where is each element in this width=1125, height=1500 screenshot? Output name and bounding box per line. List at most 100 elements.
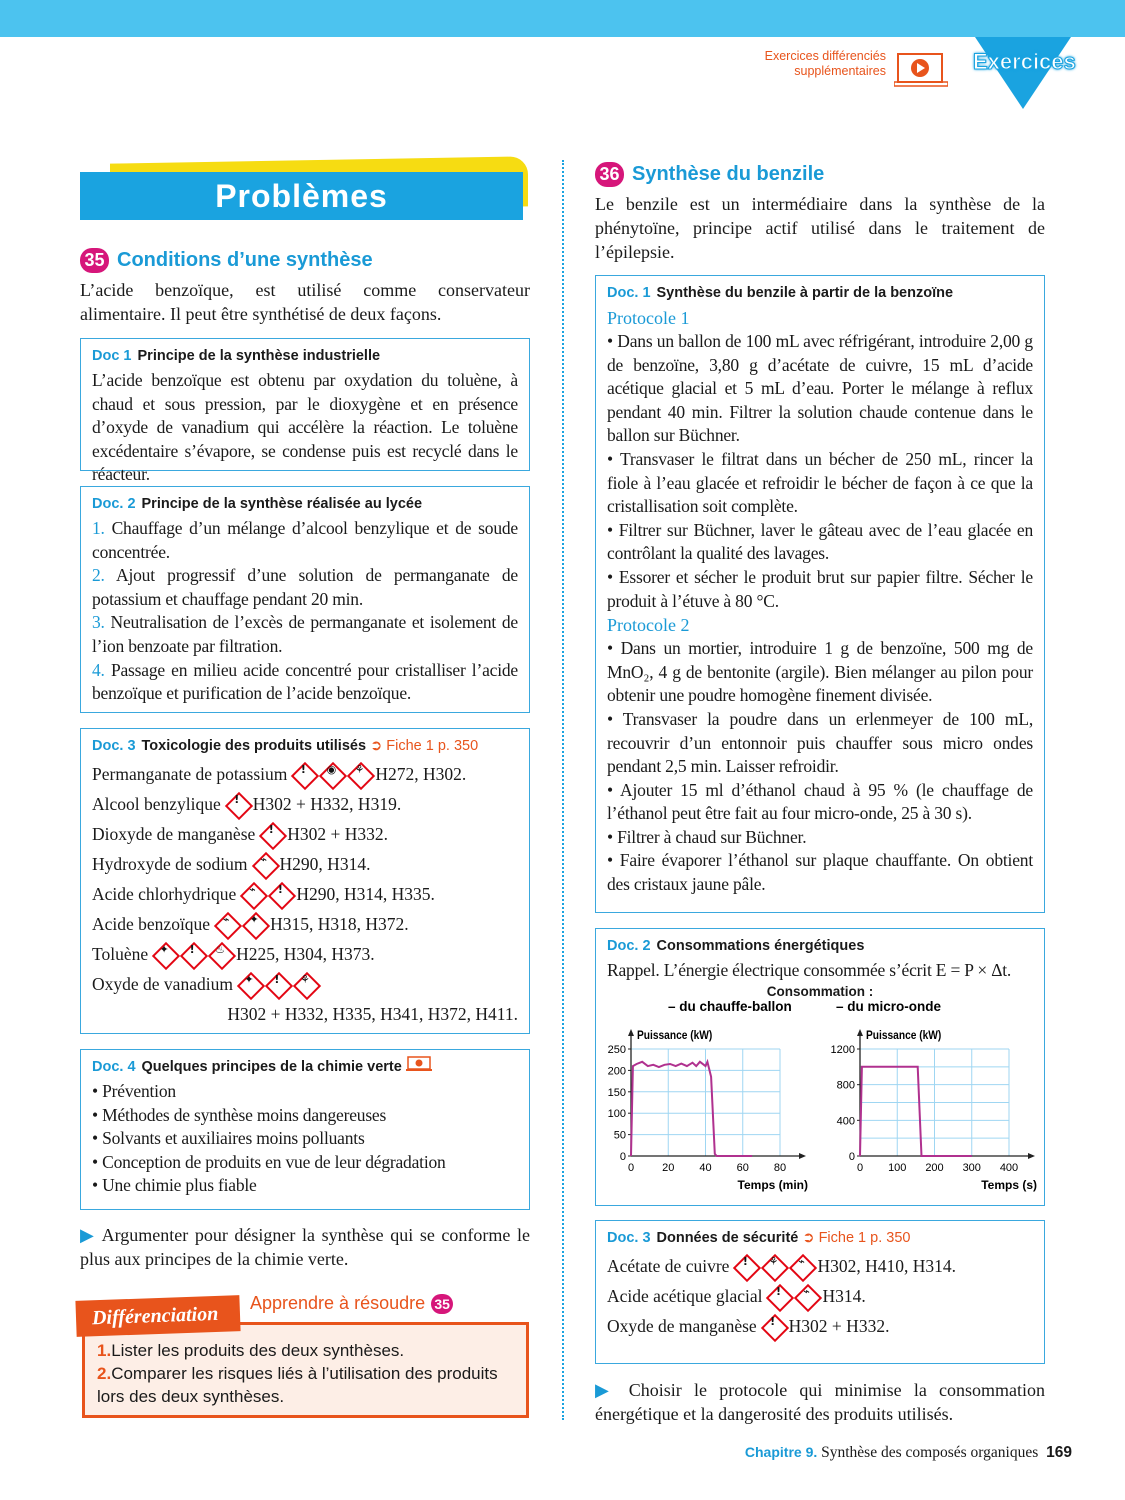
exclamation-icon: !: [734, 1255, 756, 1277]
hazard-codes: H302 + H332, H319.: [252, 794, 402, 814]
fiche-link-text: Fiche 1 p. 350: [818, 1230, 911, 1246]
video-icon[interactable]: [405, 1056, 432, 1072]
extra-exercises-link[interactable]: Exercices différenciés supplémentaires: [740, 49, 886, 79]
doc-label: Doc 1: [92, 348, 132, 364]
x-axis-arrow: [799, 1153, 806, 1159]
exercise-35-title: 35 Conditions d’une synthèse: [80, 248, 373, 273]
exercices-badge: Exercices: [973, 49, 1077, 75]
list-item: • Filtrer à chaud sur Büchner.: [607, 826, 807, 847]
step-item: 3. Neutralisation de l’excès de permanga…: [92, 611, 518, 658]
doc-title: Quelques principes de la chimie verte: [141, 1059, 402, 1075]
extra-line-2: supplémentaires: [794, 64, 886, 78]
step-number: 3.: [92, 612, 105, 633]
list-item: • Une chimie plus fiable: [92, 1175, 257, 1196]
doc-label: Doc. 3: [607, 1230, 651, 1246]
hazard-row: Alcool benzylique! H302 + H332, H319.: [92, 789, 518, 819]
step-text: Passage en milieu acide concentré pour c…: [92, 659, 518, 704]
x-tick-label: 20: [662, 1162, 674, 1174]
step-number: 2.: [92, 565, 105, 586]
hazard-row: Oxyde de manganèse! H302 + H332.: [607, 1311, 1033, 1341]
hazard-row: Acide benzoïque ⌁ ✦ H315, H318, H372.: [92, 909, 518, 939]
product-name: Toluène: [92, 944, 149, 964]
exercise-36-title: 36 Synthèse du benzile: [595, 162, 824, 187]
doc-3-toxicology: Doc. 3 Toxicologie des produits utilisés …: [80, 728, 530, 1034]
x-axis-label: Temps (min): [738, 1178, 808, 1192]
doc-1-industrial: Doc 1 Principe de la synthèse industriell…: [80, 338, 530, 484]
y-tick-label: 100: [608, 1108, 626, 1120]
step-text: Ajout progressif d’une solution de perma…: [92, 565, 518, 609]
list-item: • Ajouter 15 ml d’éthanol chaud à 95 % (…: [607, 779, 1033, 824]
task-35: ▶ Argumenter pour désigner la synthèse q…: [80, 1223, 530, 1271]
x-tick-label: 300: [963, 1162, 981, 1174]
environment-icon: ⚘: [348, 763, 370, 785]
corrosive-icon: ⌁: [253, 853, 275, 875]
y-axis-arrow: [857, 1029, 863, 1036]
doc-label: Doc. 2: [92, 496, 136, 512]
exclamation-icon: !: [767, 1285, 789, 1307]
corrosive-icon: ⌁: [790, 1255, 812, 1277]
power-curve: [630, 1058, 753, 1157]
doc-1-protocols: Doc. 1 Synthèse du benzile à partir de la…: [595, 275, 1045, 913]
product-name: Oxyde de manganèse: [607, 1316, 757, 1336]
doc-label: Doc. 1: [607, 285, 651, 301]
laptop-play-icon[interactable]: [894, 52, 948, 88]
differenciation-tab: Différenciation: [75, 1295, 241, 1337]
step-item: 4. Passage en milieu acide concentré pou…: [92, 659, 518, 706]
hazard-row: Toluène ✦! ♨ H225, H304, H373.: [92, 939, 518, 969]
product-name: Acide acétique glacial: [607, 1286, 763, 1306]
x-tick-label: 80: [774, 1162, 786, 1174]
fiche-link[interactable]: ➲ Fiche 1 p. 350: [370, 738, 479, 754]
hazard-codes: H272, H302.: [375, 764, 467, 784]
fiche-link[interactable]: ➲ Fiche 1 p. 350: [802, 1230, 911, 1246]
y-tick-label: 0: [620, 1151, 626, 1163]
doc-title: Principe de la synthèse industrielle: [137, 348, 381, 364]
exclamation-icon: !: [292, 763, 314, 785]
product-name: Hydroxyde de sodium: [92, 854, 248, 874]
hazard-row: Permanganate de potassium! ◉ ⚘ H272, H302.: [92, 759, 518, 789]
exclamation-icon: !: [266, 973, 288, 995]
hazard-row: Acide chlorhydrique ⌁! H290, H314, H335.: [92, 879, 518, 909]
arrow-icon: ▶: [595, 1380, 629, 1400]
hazard-row: Acide acétique glacial! ⌁ H314.: [607, 1281, 1033, 1311]
exercise-intro: L’acide benzoïque, est utilisé comme con…: [80, 280, 530, 324]
hazard-row: Acétate de cuivre! ⚘ ⌁ H302, H410, H314.: [607, 1251, 1033, 1281]
product-name: Alcool benzylique: [92, 794, 221, 814]
y-tick-label: 400: [837, 1115, 855, 1127]
step-number: 4.: [92, 659, 105, 680]
step-text: Neutralisation de l’excès de permanganat…: [92, 612, 518, 656]
diff-text: Comparer les risques liés à l’utilisatio…: [97, 1364, 498, 1406]
health-hazard-icon: ✦: [243, 913, 265, 935]
exclamation-icon: !: [762, 1315, 784, 1337]
y-tick-label: 200: [608, 1065, 626, 1077]
step-text: Chauffage d’un mélange d’alcool benzyliq…: [92, 518, 518, 562]
doc-title: Principe de la synthèse réalisée au lycé…: [141, 496, 423, 512]
doc-text: L’acide benzoïque est obtenu par oxydati…: [92, 370, 518, 485]
product-name: Dioxyde de manganèse: [92, 824, 256, 844]
product-name: Oxyde de vanadium: [92, 974, 233, 994]
doc-2-energy: Doc. 2 Consommations énergétiques Rappel.…: [595, 928, 1045, 1206]
doc-4-green-chemistry: Doc. 4 Quelques principes de la chimie ve…: [80, 1049, 530, 1210]
step-item: 1. Chauffage d’un mélange d’alcool benzy…: [92, 517, 518, 564]
x-tick-label: 100: [888, 1162, 906, 1174]
task-36: ▶ Choisir le protocole qui minimise la c…: [595, 1378, 1045, 1426]
exercices-triangle: [975, 37, 1071, 109]
apprendre-num: 35: [431, 1293, 454, 1314]
doc-3-safety: Doc. 3 Données de sécurité ➲ Fiche 1 p. 3…: [595, 1220, 1045, 1364]
apprendre-link[interactable]: Apprendre à résoudre 35: [250, 1293, 454, 1314]
list-item: • Filtrer sur Büchner, laver le gâteau a…: [607, 519, 1033, 564]
page-footer: Chapitre 9. Synthèse des composés organi…: [600, 1444, 1072, 1462]
task-text: Choisir le protocole qui minimise la con…: [595, 1380, 1046, 1424]
exercise-number: 36: [595, 162, 624, 187]
hazard-codes: H290, H314.: [279, 854, 371, 874]
list-item: • Dans un mortier, introduire 1 g de ben…: [607, 638, 1033, 706]
oxidizer-icon: ◉: [320, 763, 342, 785]
y-tick-label: 250: [608, 1044, 626, 1056]
hazard-row: Hydroxyde de sodium ⌁ H290, H314.: [92, 849, 518, 879]
list-item: • Solvants et auxiliaires moins polluant…: [92, 1128, 365, 1149]
x-tick-label: 400: [1000, 1162, 1018, 1174]
environment-icon: ⚘: [762, 1255, 784, 1277]
y-axis-label: Puissance (kW): [637, 1029, 713, 1042]
extra-line-1: Exercices différenciés: [764, 49, 886, 63]
section-title: Problèmes: [80, 172, 523, 220]
doc-title: Toxicologie des produits utilisés: [141, 738, 367, 754]
